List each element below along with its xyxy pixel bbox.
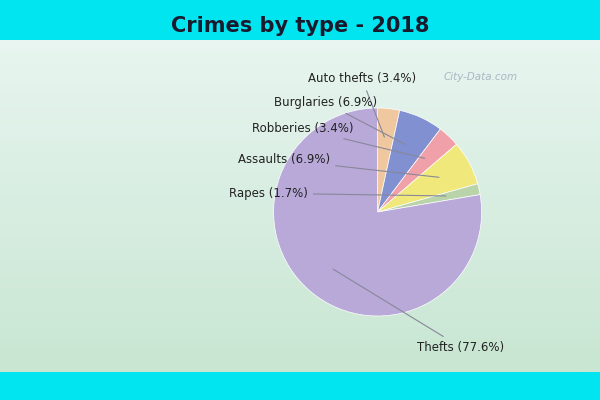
Text: Burglaries (6.9%): Burglaries (6.9%)	[274, 96, 406, 144]
Wedge shape	[377, 110, 440, 212]
Wedge shape	[377, 184, 480, 212]
Text: Crimes by type - 2018: Crimes by type - 2018	[171, 16, 429, 36]
Text: Thefts (77.6%): Thefts (77.6%)	[333, 269, 505, 354]
Text: Rapes (1.7%): Rapes (1.7%)	[229, 187, 446, 200]
Text: Robberies (3.4%): Robberies (3.4%)	[252, 122, 425, 158]
Wedge shape	[377, 129, 457, 212]
Wedge shape	[274, 108, 482, 316]
Text: City-Data.com: City-Data.com	[444, 72, 518, 82]
Text: Auto thefts (3.4%): Auto thefts (3.4%)	[308, 72, 416, 137]
Wedge shape	[377, 108, 400, 212]
Text: Assaults (6.9%): Assaults (6.9%)	[238, 154, 439, 177]
Wedge shape	[377, 144, 478, 212]
